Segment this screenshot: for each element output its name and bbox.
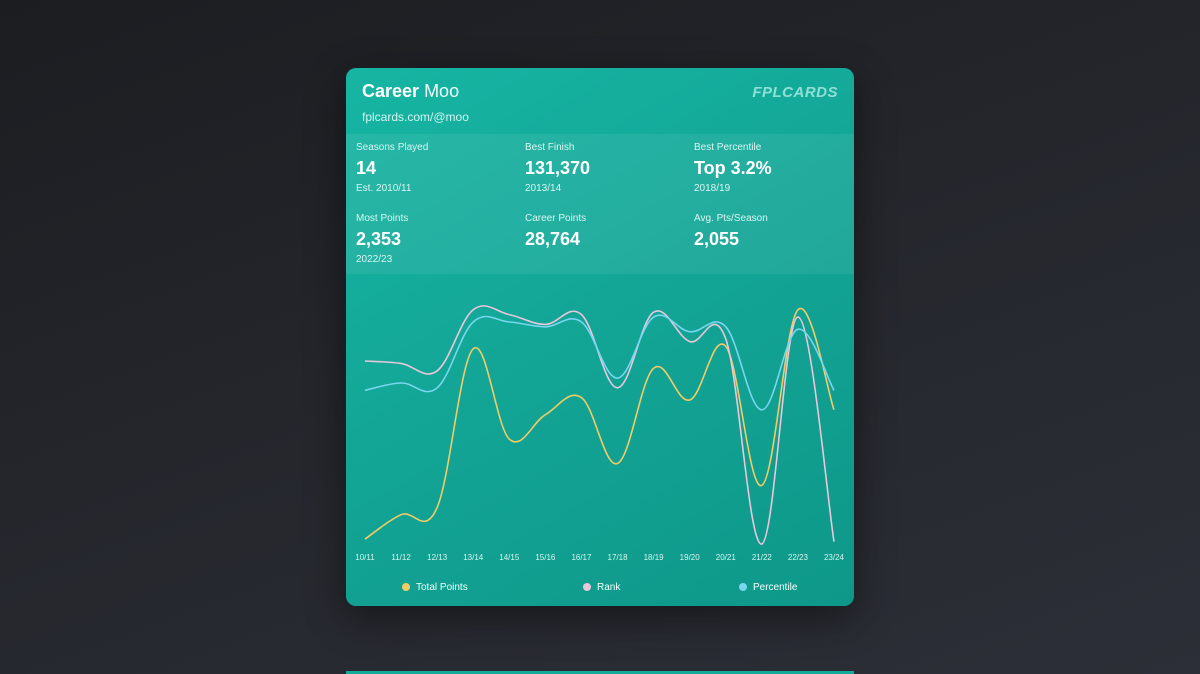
stat-sub: 2018/19 (694, 183, 731, 194)
stat-best-finish: Best Finish 131,370 2013/14 (525, 142, 685, 195)
career-chart: 10/11 11/12 12/13 13/14 14/15 15/16 16/17 17/18… (346, 274, 854, 606)
stat-best-percentile: Best Percentile Top 3.2% 2018/19 (694, 142, 854, 195)
stat-value: 2,353 (356, 229, 402, 249)
stat-value: Top 3.2% (694, 158, 772, 178)
line-chart: 10/11 11/12 12/13 13/14 14/15 15/16 16/17 17/18… (355, 305, 845, 562)
x-tick-label: 17/18 (608, 553, 629, 562)
x-tick-label: 18/19 (644, 553, 665, 562)
series-line-rank (364, 305, 835, 545)
stat-sub: 2013/14 (525, 183, 562, 194)
legend-label: Rank (597, 582, 621, 593)
profile-url[interactable]: fplcards.com/@moo (362, 110, 469, 124)
legend-item-total-points[interactable]: Total Points (402, 582, 468, 594)
stat-label: Best Percentile (694, 142, 762, 153)
x-tick-label: 14/15 (499, 553, 520, 562)
stat-most-points: Most Points 2,353 2022/23 (356, 213, 516, 266)
card-title-label: Career (362, 81, 420, 101)
stat-label: Avg. Pts/Season (694, 213, 768, 224)
next-card-edge (346, 671, 854, 674)
x-tick-label: 21/22 (752, 553, 773, 562)
legend-item-percentile[interactable]: Percentile (739, 582, 797, 594)
x-tick-label: 19/20 (680, 553, 701, 562)
stat-label: Seasons Played (356, 142, 429, 153)
stats-panel: Seasons Played 14 Est. 2010/11 Best Fini… (346, 134, 854, 274)
series-line-percentile (364, 314, 835, 411)
stat-avg-pts-season: Avg. Pts/Season 2,055 (694, 213, 854, 254)
x-tick-label: 22/23 (788, 553, 809, 562)
legend-dot-icon (402, 583, 410, 591)
x-tick-label: 20/21 (716, 553, 737, 562)
card-title: Career Moo (362, 80, 838, 102)
legend-item-rank[interactable]: Rank (583, 582, 620, 594)
series-line-total-points (364, 307, 835, 540)
x-tick-label: 13/14 (463, 553, 484, 562)
stat-value: 131,370 (525, 158, 591, 178)
stat-label: Most Points (356, 213, 409, 224)
career-card: Career Moo fplcards.com/@moo FPLCARDS Se… (346, 68, 854, 606)
stat-sub: Est. 2010/11 (356, 183, 412, 194)
stat-seasons-played: Seasons Played 14 Est. 2010/11 (356, 142, 516, 195)
x-tick-label: 12/13 (427, 553, 448, 562)
legend-label: Total Points (416, 582, 468, 593)
legend-dot-icon (583, 583, 591, 591)
stat-value: 2,055 (694, 229, 740, 249)
stat-label: Career Points (525, 213, 587, 224)
brand-logo: FPLCARDS (752, 84, 838, 101)
x-tick-label: 11/12 (391, 553, 411, 562)
stat-value: 28,764 (525, 229, 581, 249)
x-tick-label: 15/16 (535, 553, 556, 562)
x-tick-label: 10/11 (355, 553, 375, 562)
stat-value: 14 (356, 158, 377, 178)
x-tick-label: 16/17 (571, 553, 592, 562)
stat-label: Best Finish (525, 142, 575, 153)
x-tick-label: 23/24 (824, 553, 845, 562)
legend-label: Percentile (753, 582, 798, 593)
legend-dot-icon (739, 583, 747, 591)
card-header: Career Moo fplcards.com/@moo FPLCARDS (362, 80, 838, 140)
player-name: Moo (424, 81, 460, 101)
stat-career-points: Career Points 28,764 (525, 213, 685, 254)
stat-sub: 2022/23 (356, 254, 393, 265)
